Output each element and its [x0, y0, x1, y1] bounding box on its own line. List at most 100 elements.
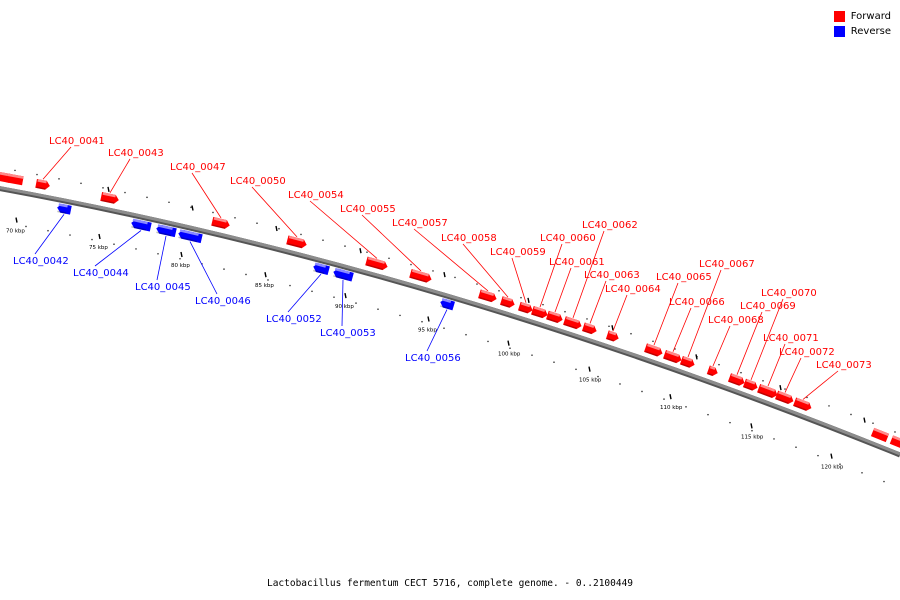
gene-leader-line — [94, 230, 142, 267]
scale-tick — [344, 292, 347, 299]
scale-tick — [863, 417, 866, 423]
gene-feature-partial[interactable] — [889, 435, 900, 449]
scale-dot — [421, 320, 423, 323]
scale-tick — [588, 366, 591, 372]
gene-feature[interactable] — [177, 229, 203, 244]
gene-feature[interactable] — [531, 305, 549, 319]
gene-feature[interactable] — [499, 296, 516, 309]
gene-feature[interactable] — [546, 310, 564, 324]
gene-feature[interactable] — [742, 378, 759, 392]
gene-shadow — [178, 236, 198, 243]
gene-feature[interactable] — [286, 235, 308, 249]
map-caption: Lactobacillus fermentum CECT 5716, compl… — [266, 578, 634, 589]
scale-dot — [619, 383, 621, 385]
gene-feature[interactable] — [130, 218, 152, 232]
gene-shadow — [644, 350, 658, 357]
scale-dot — [498, 289, 500, 292]
gene-block — [774, 390, 794, 405]
gene-feature-partial[interactable] — [870, 427, 890, 443]
scale-dot — [564, 310, 566, 313]
legend-forward: Forward — [833, 9, 891, 24]
gene-feature[interactable] — [478, 289, 498, 303]
gene-feature[interactable] — [312, 262, 330, 276]
gene-label: LC40_0073 — [816, 360, 872, 371]
scale-dot — [102, 187, 104, 189]
gene-feature[interactable] — [581, 322, 598, 335]
gene-shadow — [707, 372, 713, 377]
scale-dot — [289, 284, 291, 287]
scale-dot — [234, 216, 236, 219]
gene-shadow — [366, 264, 383, 271]
scale-tick — [15, 217, 18, 223]
scale-tick — [443, 272, 446, 278]
gene-feature[interactable] — [757, 383, 779, 399]
gene-feature[interactable] — [663, 350, 683, 364]
gene-feature[interactable] — [517, 301, 534, 315]
gene-shadow — [680, 363, 690, 368]
scale-tick-label: 85 kbp — [255, 283, 274, 289]
gene-shadow — [531, 313, 543, 319]
gene-leader-line — [34, 214, 65, 255]
gene-feature[interactable] — [563, 316, 583, 330]
gene-feature[interactable] — [56, 203, 72, 215]
gene-feature[interactable] — [792, 397, 813, 412]
scale-dot — [58, 178, 60, 180]
gene-shadow — [663, 357, 677, 364]
gene-feature[interactable] — [155, 224, 177, 238]
scale-dot — [509, 347, 511, 350]
scale-dot — [850, 413, 852, 416]
label-leader-lines — [34, 146, 839, 400]
gene-highlight — [37, 179, 47, 184]
scale-tick-label: 95 kbp — [418, 327, 437, 333]
scale-dot — [531, 354, 533, 356]
gene-highlight — [132, 218, 148, 225]
gene-highlight — [608, 330, 617, 336]
gene-feature[interactable] — [365, 256, 389, 272]
scale-dot — [630, 332, 632, 335]
gene-block — [563, 316, 582, 330]
scale-dot — [146, 196, 148, 199]
gene-highlight — [520, 302, 531, 308]
scale-dot — [861, 472, 863, 474]
scale-dot — [25, 225, 27, 228]
gene-feature[interactable] — [439, 298, 455, 311]
gene-label: LC40_0056 — [405, 353, 461, 364]
gene-feature[interactable] — [211, 216, 231, 230]
gene-leader-line — [612, 294, 628, 332]
scale-dot — [432, 270, 434, 272]
gene-leader-line — [109, 158, 131, 194]
gene-feature[interactable] — [727, 373, 746, 387]
gene-label: LC40_0061 — [549, 257, 605, 268]
gene-feature[interactable] — [605, 330, 620, 342]
legend-reverse: Reverse — [833, 24, 891, 39]
scale-dot — [388, 257, 390, 260]
gene-feature[interactable] — [706, 365, 719, 378]
scale-dot — [740, 371, 742, 374]
gene-feature[interactable] — [100, 192, 119, 205]
gene-feature[interactable] — [332, 267, 354, 282]
scale-dot — [894, 431, 896, 433]
gene-shadow — [333, 275, 349, 281]
gene-shadow — [500, 303, 510, 308]
gene-label: LC40_0059 — [490, 247, 546, 258]
gene-shadow — [546, 318, 558, 323]
scale-dot — [608, 325, 610, 328]
gene-leader-line — [712, 325, 731, 367]
gene-feature-partial[interactable] — [6, 173, 24, 186]
gene-label: LC40_0060 — [540, 233, 596, 244]
gene-shadow — [131, 226, 147, 231]
gene-feature[interactable] — [409, 269, 433, 284]
gene-feature[interactable] — [679, 355, 696, 369]
gene-feature[interactable] — [774, 390, 795, 406]
scale-tick-label: 90 kbp — [335, 304, 354, 310]
gene-label: LC40_0064 — [605, 284, 661, 295]
scale-dot — [212, 211, 214, 214]
gene-shadow — [101, 199, 115, 204]
gene-feature[interactable] — [644, 343, 664, 357]
scale-dot — [344, 245, 346, 247]
gene-label: LC40_0043 — [108, 148, 164, 159]
gene-feature[interactable] — [35, 178, 50, 191]
scale-dot — [80, 182, 82, 185]
gene-shadow — [743, 386, 753, 391]
scale-dots — [14, 169, 896, 483]
